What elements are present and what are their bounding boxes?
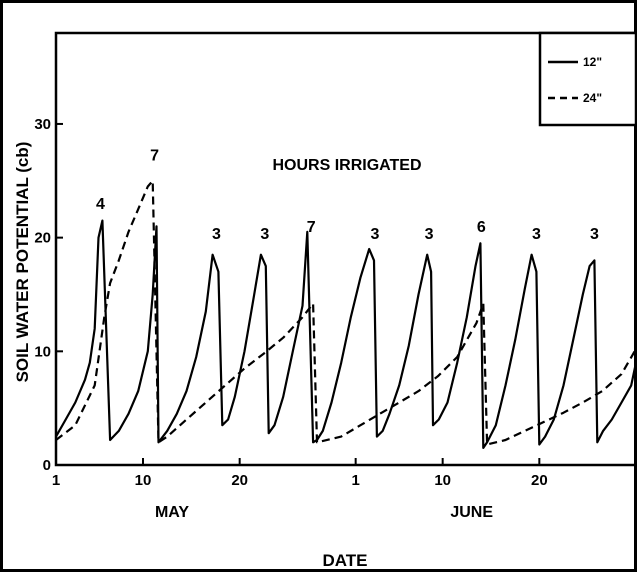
month-label: JUNE bbox=[450, 504, 493, 521]
x-tick-label: 1 bbox=[351, 472, 359, 489]
legend: 12" 24" bbox=[538, 31, 637, 127]
annotation-title: HOURS IRRIGATED bbox=[272, 157, 421, 174]
irrigation-hours-label: 4 bbox=[96, 196, 105, 213]
series-lines bbox=[56, 179, 636, 449]
y-tick-label: 10 bbox=[34, 343, 51, 360]
y-tick-label: 0 bbox=[43, 457, 51, 474]
irrigation-hours-label: 3 bbox=[590, 226, 599, 243]
irrigation-hours-label: 3 bbox=[532, 226, 541, 243]
y-tick-label: 30 bbox=[34, 116, 51, 133]
legend-label-12: 12" bbox=[583, 55, 602, 69]
irrigation-annotations: 4 7 3 3 7 3 3 6 3 3 bbox=[96, 147, 599, 242]
irrigation-hours-label: 3 bbox=[371, 226, 380, 243]
y-axis-title: SOIL WATER POTENTIAL (cb) bbox=[13, 142, 32, 383]
series-12-line bbox=[56, 219, 636, 449]
axis-ticks: 0 10 20 30 1 10 20 1 10 20 MAY JUNE bbox=[34, 116, 547, 521]
x-tick-label: 20 bbox=[231, 472, 248, 489]
irrigation-hours-label: 7 bbox=[150, 147, 159, 164]
y-tick-label: 20 bbox=[34, 230, 51, 247]
x-tick-label: 10 bbox=[434, 472, 451, 489]
legend-label-24: 24" bbox=[583, 91, 602, 105]
x-tick-label: 1 bbox=[52, 472, 60, 489]
series-24-line bbox=[56, 179, 636, 446]
irrigation-hours-label: 3 bbox=[425, 226, 434, 243]
irrigation-hours-label: 3 bbox=[212, 226, 221, 243]
irrigation-hours-label: 3 bbox=[260, 226, 269, 243]
plot-area-frame bbox=[54, 31, 637, 467]
month-label: MAY bbox=[155, 504, 189, 521]
x-tick-label: 20 bbox=[531, 472, 548, 489]
x-axis-title: DATE bbox=[322, 551, 367, 570]
irrigation-hours-label: 7 bbox=[307, 219, 316, 236]
legend-box bbox=[538, 31, 637, 127]
irrigation-hours-label: 6 bbox=[477, 219, 486, 236]
x-tick-label: 10 bbox=[135, 472, 152, 489]
